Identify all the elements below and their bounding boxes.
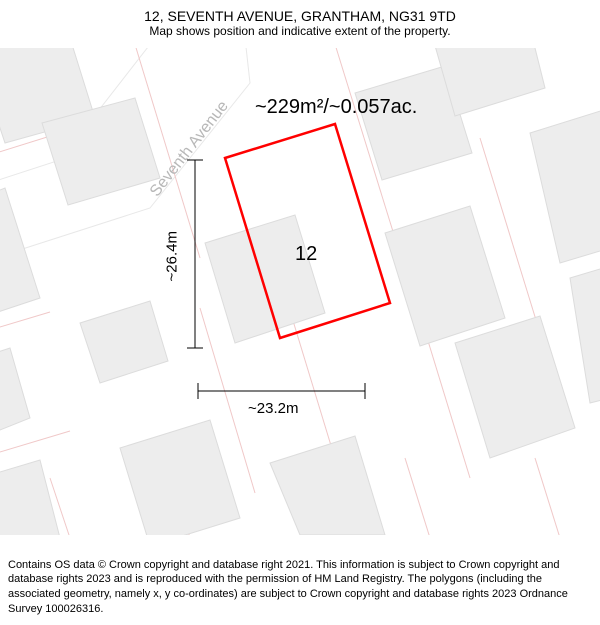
map-svg bbox=[0, 48, 600, 535]
dimension-horizontal-label: ~23.2m bbox=[248, 400, 298, 417]
page-subtitle: Map shows position and indicative extent… bbox=[10, 24, 590, 38]
area-label: ~229m²/~0.057ac. bbox=[255, 96, 417, 119]
map-canvas: Seventh Avenue ~229m²/~0.057ac. 12 ~26.4… bbox=[0, 48, 600, 535]
header: 12, SEVENTH AVENUE, GRANTHAM, NG31 9TD M… bbox=[0, 0, 600, 42]
copyright-footer: Contains OS data © Crown copyright and d… bbox=[0, 552, 600, 625]
dimension-vertical-label: ~26.4m bbox=[164, 231, 181, 281]
house-number: 12 bbox=[295, 243, 317, 266]
page-title: 12, SEVENTH AVENUE, GRANTHAM, NG31 9TD bbox=[10, 8, 590, 24]
